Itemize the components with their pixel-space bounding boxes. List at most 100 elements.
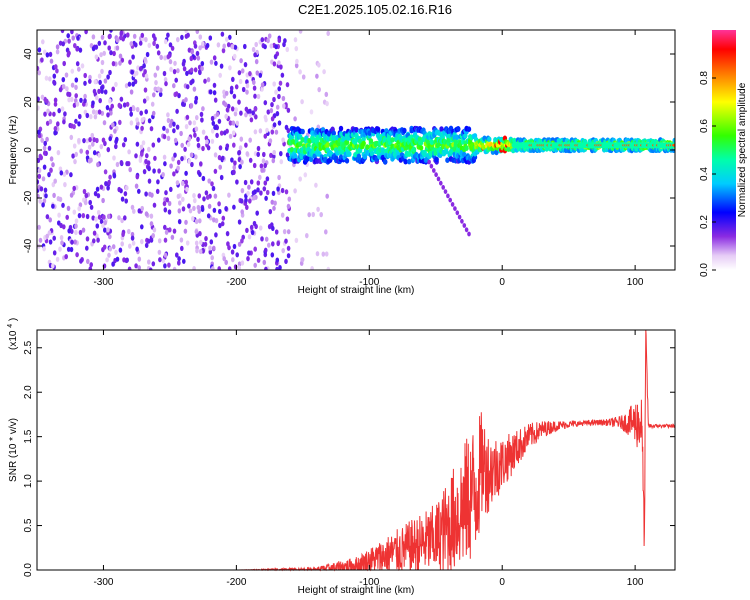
spectrogram-noise-cell <box>179 130 183 137</box>
spectrogram-noise-cell <box>181 101 185 107</box>
spectrogram-noise-cell <box>285 82 290 88</box>
spectrogram-noise-cell <box>256 187 260 193</box>
spectrogram-noise-cell <box>247 184 251 190</box>
spectrogram-noise-cell <box>284 189 289 195</box>
spectrogram-noise-cell <box>151 142 156 148</box>
spectrogram-noise-cell <box>53 178 57 184</box>
spectrogram-noise-cell <box>109 30 113 33</box>
spectrogram-noise-cell <box>157 249 162 255</box>
spectrogram-noise-cell <box>196 204 201 211</box>
spectrogram-branch-cell <box>467 231 471 237</box>
spectrogram-noise-cell <box>166 54 171 60</box>
spectrogram-noise-cell <box>226 241 230 247</box>
spectrogram-signal-cell <box>434 156 439 163</box>
spectrogram-noise-cell <box>77 213 82 219</box>
spectrogram-noise-cell <box>111 61 116 67</box>
spectrogram-noise-cell <box>44 193 48 199</box>
snr-multiplier-close: ) <box>8 318 19 321</box>
spectrogram-noise-cell <box>172 128 176 134</box>
spectrogram-signal-cell <box>375 126 381 132</box>
spectrogram-noise-cell <box>37 65 40 72</box>
spectrogram-noise-cell <box>70 30 74 35</box>
spectrogram-noise-cell <box>67 97 71 103</box>
y-tick-label: 2.5 <box>23 340 34 354</box>
spectrogram-noise-cell <box>74 223 78 229</box>
spectrogram-noise-cell <box>232 243 237 250</box>
spectrogram-noise-cell <box>207 203 212 209</box>
spectrogram-noise-cell <box>78 47 83 53</box>
spectrogram-noise-cell <box>55 49 60 55</box>
spectrogram-noise-cell <box>72 102 77 108</box>
spectrogram-noise-cell <box>275 266 279 270</box>
spectrogram-noise-cell <box>201 129 206 135</box>
spectrogram-noise-cell <box>88 266 93 270</box>
spectrogram-noise-cell <box>239 198 244 204</box>
x-tick-label: 100 <box>627 277 644 288</box>
spectrogram-noise-cell <box>239 136 244 142</box>
spectrogram-noise-cell <box>253 129 258 135</box>
spectrogram-signal-cell <box>407 158 412 165</box>
snr-frame <box>36 329 676 571</box>
spectrogram-noise-cell <box>253 106 258 112</box>
spectrogram-noise-cell <box>190 49 194 55</box>
spectrogram-noise-cell <box>44 75 49 81</box>
spectrogram-noise-cell <box>146 238 151 244</box>
spectrogram-noise-cell <box>75 252 79 258</box>
spectrogram-noise-cell <box>94 44 99 50</box>
spectrogram-noise-cell <box>192 266 196 270</box>
spectrogram-noise-cell <box>205 194 210 200</box>
spectrogram-signal-cell <box>365 144 370 150</box>
spectrogram-noise-cell <box>237 261 242 267</box>
spectrogram-noise-cell <box>249 224 254 230</box>
spectrogram-noise-cell <box>237 265 241 270</box>
spectrogram-noise-cell <box>152 202 157 208</box>
spectrogram-noise-cell <box>279 151 283 157</box>
spectrogram-noise-cell <box>95 186 100 192</box>
spectrogram-noise-cell <box>273 200 277 206</box>
spectrogram-noise-cell <box>138 66 143 72</box>
spectrogram-signal-cell <box>398 135 403 141</box>
spectrogram-noise-cell <box>144 211 149 217</box>
spectrogram-noise-cell <box>220 221 225 227</box>
spectrogram-signal-cell <box>466 126 472 132</box>
spectrogram-noise-cell <box>240 260 245 266</box>
spectrogram-noise-cell <box>214 218 219 224</box>
spectrogram-noise-cell <box>270 116 275 122</box>
spectrogram-noise-cell <box>155 188 160 194</box>
spectrogram-branch-cell <box>443 189 448 195</box>
spectrogram-noise-cell <box>42 246 46 252</box>
spectrogram-noise-cell <box>129 106 133 112</box>
spectrogram-noise-cell <box>147 259 151 265</box>
spectrogram-noise-cell <box>244 106 249 112</box>
spectrogram-noise-cell <box>294 46 299 52</box>
spectrogram-noise-cell <box>199 111 204 117</box>
spectrogram-x-axis-label: Height of straight line (km) <box>298 285 415 296</box>
spectrogram-noise-cell <box>60 30 65 34</box>
spectrogram-noise-cell <box>214 232 218 238</box>
spectrogram-noise-cell <box>190 161 194 168</box>
spectrogram-noise-cell <box>177 256 181 262</box>
spectrogram-noise-cell <box>293 188 297 194</box>
snr-multiplier-base: (x10 <box>8 330 19 350</box>
spectrogram-noise-cell <box>150 192 154 198</box>
spectrogram-noise-cell <box>176 37 180 43</box>
spectrogram-noise-cell <box>86 258 90 264</box>
spectrogram-noise-cell <box>49 58 54 64</box>
spectrogram-noise-cell <box>42 198 47 204</box>
spectrogram-noise-cell <box>142 63 146 69</box>
spectrogram-noise-cell <box>70 239 74 245</box>
spectrogram-noise-cell <box>149 221 154 227</box>
spectrogram-noise-cell <box>48 76 52 82</box>
spectrogram-noise-cell <box>275 257 280 263</box>
spectrogram-noise-cell <box>69 192 74 198</box>
spectrogram-signal-cell <box>361 136 366 142</box>
spectrogram-noise-cell <box>173 137 178 143</box>
spectrogram-signal-cell <box>402 127 407 134</box>
spectrogram-noise-cell <box>244 142 248 148</box>
spectrogram-noise-cell <box>162 201 167 207</box>
spectrogram-noise-cell <box>91 46 96 52</box>
spectrogram-noise-cell <box>230 44 235 50</box>
spectrogram-noise-cell <box>161 258 166 264</box>
spectrogram-signal-cell <box>518 137 523 143</box>
spectrogram-noise-cell <box>149 126 154 132</box>
